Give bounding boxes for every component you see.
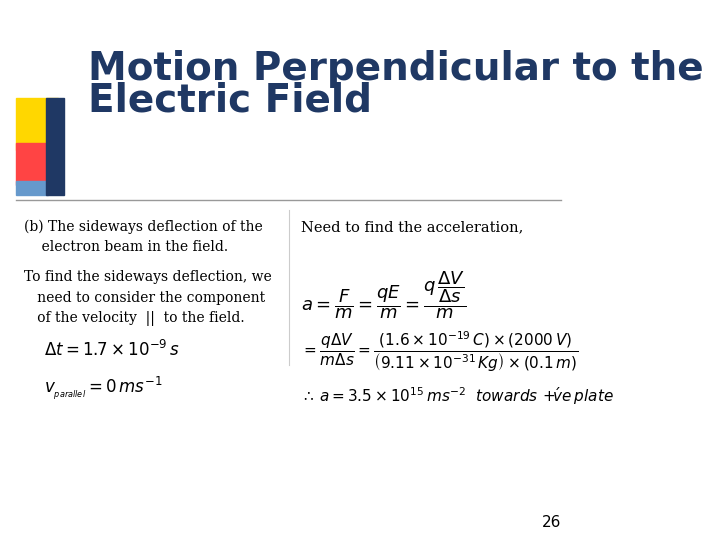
Text: $= \dfrac{q\Delta V}{m\Delta s} = \dfrac{\left(1.6\times10^{-19}\,C\right)\times: $= \dfrac{q\Delta V}{m\Delta s} = \dfrac… <box>300 330 578 374</box>
Text: Need to find the acceleration,: Need to find the acceleration, <box>300 220 523 234</box>
Text: $a = \dfrac{F}{m} = \dfrac{qE}{m} = \dfrac{q\,\dfrac{\Delta V}{\Delta s}}{m}$: $a = \dfrac{F}{m} = \dfrac{qE}{m} = \dfr… <box>300 270 466 321</box>
Text: (b) The sideways deflection of the
    electron beam in the field.: (b) The sideways deflection of the elect… <box>24 220 263 254</box>
Text: $\Delta t = 1.7 \times 10^{-9}\,s$: $\Delta t = 1.7 \times 10^{-9}\,s$ <box>44 340 180 360</box>
Bar <box>16 98 58 150</box>
Bar <box>16 181 48 195</box>
Bar <box>16 143 48 185</box>
Bar <box>47 98 64 195</box>
Text: 26: 26 <box>541 515 561 530</box>
Text: $\therefore\, a = 3.5\times10^{15}\,ms^{-2}$  $\mathit{towards\,+\!\!\'ve\,plate: $\therefore\, a = 3.5\times10^{15}\,ms^{… <box>300 385 613 407</box>
Text: Electric Field: Electric Field <box>88 82 372 120</box>
Text: To find the sideways deflection, we
   need to consider the component
   of the : To find the sideways deflection, we need… <box>24 270 271 326</box>
Text: Motion Perpendicular to the: Motion Perpendicular to the <box>88 50 703 88</box>
Text: $v_{_{parallel}} = 0\,ms^{-1}$: $v_{_{parallel}} = 0\,ms^{-1}$ <box>44 375 163 402</box>
